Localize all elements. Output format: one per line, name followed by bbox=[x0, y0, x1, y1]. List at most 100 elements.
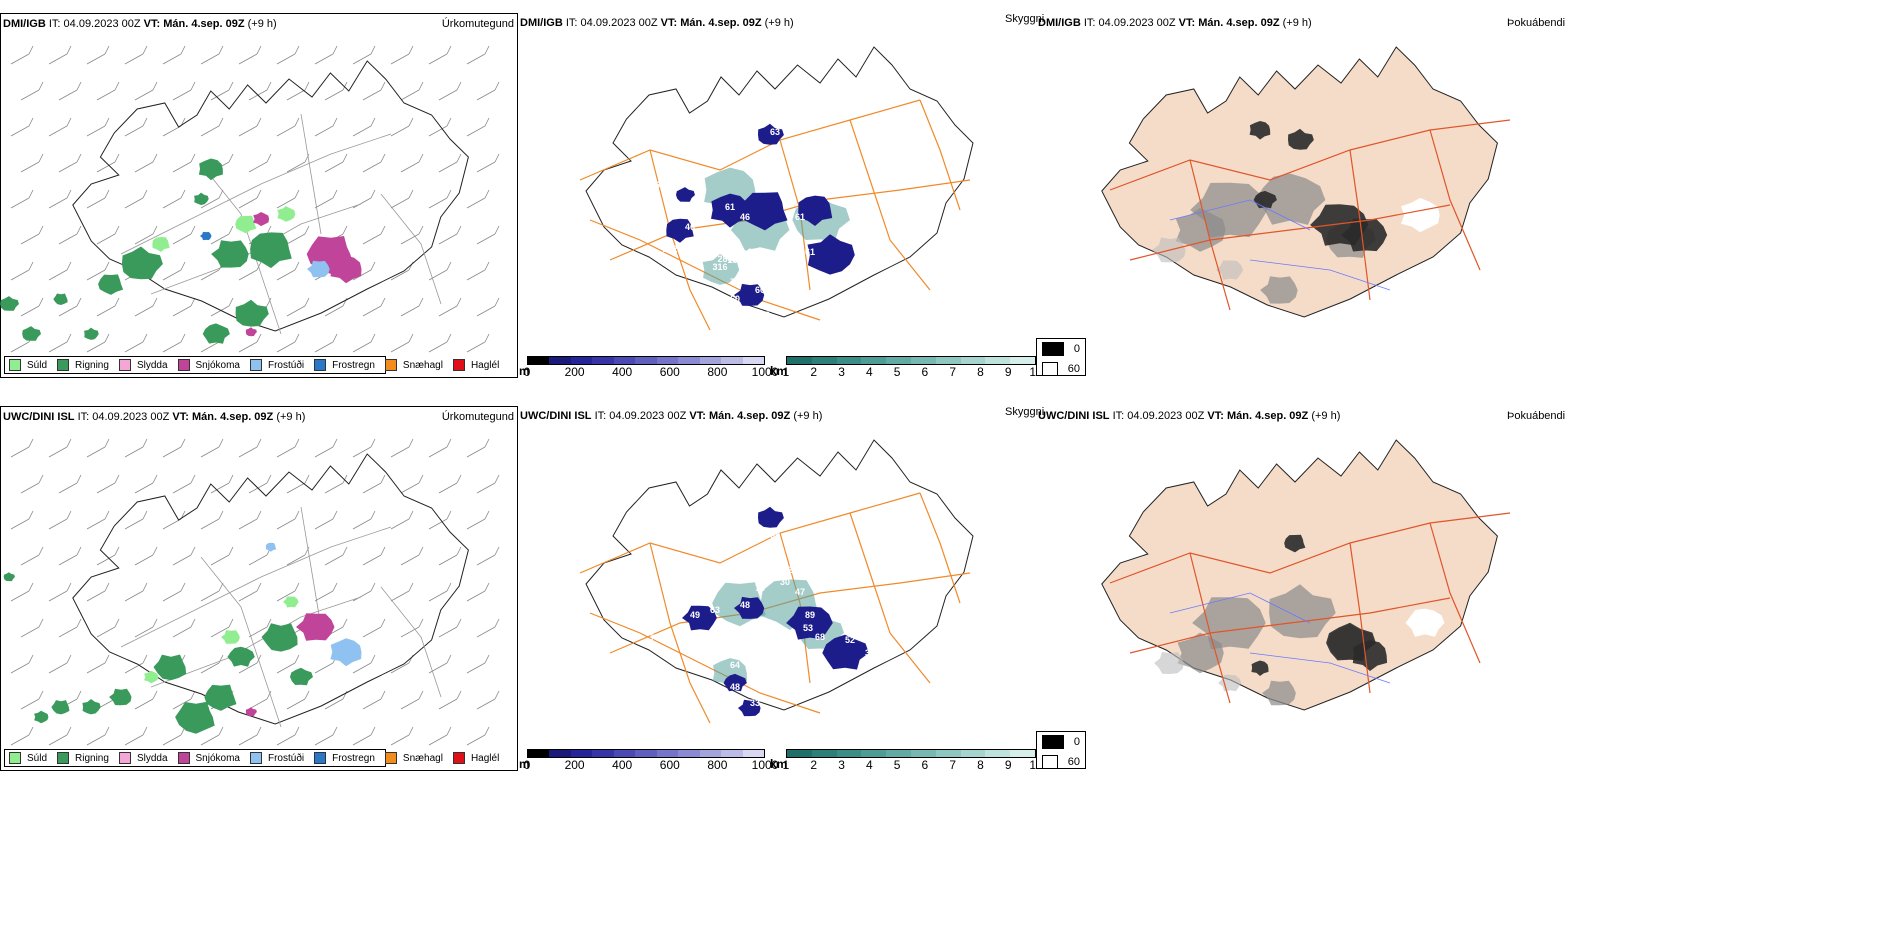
visibility-value-label: 60 bbox=[755, 285, 765, 295]
visibility-value-label: 195 bbox=[692, 238, 707, 248]
visibility-value-label: 09 bbox=[695, 147, 705, 157]
visibility-value-label: 61 bbox=[805, 247, 815, 257]
visibility-value-label: 45 bbox=[715, 227, 725, 237]
legend-item: Súld bbox=[9, 359, 47, 371]
legend-swatch bbox=[57, 359, 70, 371]
visibility-value-label: 280 bbox=[717, 254, 732, 264]
visibility-value-label: 36 bbox=[865, 648, 875, 658]
legend-label: Snjókoma bbox=[195, 752, 240, 764]
visibility-value-label: 87 bbox=[730, 640, 740, 650]
visibility-value-label: 47 bbox=[855, 272, 865, 282]
legend-item: Slydda bbox=[118, 359, 168, 371]
visibility-value-label: 20 bbox=[710, 583, 720, 593]
legend-label: Slydda bbox=[136, 752, 168, 764]
legend-label: Haglél bbox=[470, 359, 500, 371]
legend-item: Frostregn bbox=[314, 359, 375, 371]
legend-item: Snæhagl bbox=[384, 359, 443, 371]
legend-swatch bbox=[118, 359, 131, 371]
colorbar-tick-label: 400 bbox=[612, 758, 633, 772]
panel-type-label: Skyggni bbox=[1005, 13, 1045, 25]
legend-label: Súld bbox=[27, 359, 48, 371]
legend-label: Snæhagl bbox=[402, 359, 443, 371]
colorbar-tick-label: 0 bbox=[523, 758, 531, 772]
colorbar-tick-label: 600 bbox=[659, 758, 680, 772]
panel-title: DMI/IGB IT: 04.09.2023 00Z VT: Mán. 4.se… bbox=[3, 18, 277, 30]
unit-m: m bbox=[519, 757, 530, 771]
legend-label: Snjókoma bbox=[195, 359, 240, 371]
visibility-value-label: 68 bbox=[815, 632, 825, 642]
colorbar-tick-label: 7 bbox=[949, 365, 956, 379]
visibility-value-label: 54 bbox=[755, 180, 765, 190]
legend-item: Snjókoma bbox=[177, 752, 240, 764]
colorbar-tick-label: 9 bbox=[1004, 365, 1012, 379]
legend-label: Snæhagl bbox=[402, 752, 443, 764]
legend-item: Haglél bbox=[452, 359, 500, 371]
colorbar-tick-label: 5 bbox=[893, 758, 901, 772]
visibility-value-label: 52 bbox=[845, 635, 855, 645]
panel-type-label: Úrkomutegund bbox=[441, 18, 514, 30]
colorbar-tick-label: 800 bbox=[707, 365, 728, 379]
visibility-value-label: 60 bbox=[730, 294, 740, 304]
visibility-value-label: 63 bbox=[710, 605, 720, 615]
legend-item: Haglél bbox=[452, 752, 500, 764]
colorbar-tick-label: 8 bbox=[977, 365, 984, 379]
visibility-value-label: 36 bbox=[730, 308, 740, 318]
colorbar-tick-label: 4 bbox=[865, 758, 873, 772]
panel-type-label: Þokuábendi bbox=[1507, 410, 1566, 422]
colorbar-tick-label: 1000 bbox=[751, 365, 779, 379]
visibility-value-label: 122 bbox=[662, 244, 677, 254]
precip-legend: Súld Rigning Slydda Snjókoma Frostúði Frostre… bbox=[4, 749, 499, 767]
colorbar-tick-label: 200 bbox=[564, 365, 585, 379]
visibility-value-label: 53 bbox=[803, 623, 813, 633]
visibility-value-label: 49 bbox=[690, 610, 700, 620]
fog-map-graphic bbox=[1101, 439, 1511, 711]
visibility-value-label: 75 bbox=[755, 583, 765, 593]
legend-swatch bbox=[384, 359, 397, 371]
colorbar-tick-label: 5 bbox=[893, 365, 901, 379]
legend-item: Súld bbox=[9, 752, 47, 764]
legend-label: Frostregn bbox=[332, 359, 375, 371]
legend-swatch bbox=[314, 752, 327, 764]
visibility-value-label: 225 bbox=[787, 565, 802, 575]
colorbar-tick-label: 3 bbox=[838, 758, 845, 772]
legend-label: Slydda bbox=[136, 359, 168, 371]
visibility-value-label: 33 bbox=[750, 698, 760, 708]
legend-label: Haglél bbox=[470, 752, 500, 764]
colorbar-tick-label: 3 bbox=[838, 365, 845, 379]
visibility-value-label: 61 bbox=[725, 202, 735, 212]
unit-km: km bbox=[770, 757, 788, 771]
colorbar-tick-label: 6 bbox=[921, 758, 929, 772]
colorbar-tick-label: 4 bbox=[865, 365, 873, 379]
visibility-value-label: 45 bbox=[695, 218, 705, 228]
legend-swatch bbox=[249, 752, 262, 764]
legend-item: Rigning bbox=[57, 359, 109, 371]
legend-label: Frostúði bbox=[267, 752, 305, 764]
unit-m: m bbox=[519, 364, 530, 378]
visibility-value-label: 61 bbox=[795, 212, 805, 222]
fog-scale-legend: 0 60 bbox=[1036, 731, 1086, 769]
colorbar-tick-label: 1 bbox=[782, 758, 790, 772]
legend-swatch bbox=[384, 752, 397, 764]
visibility-value-label: 70 bbox=[650, 633, 660, 643]
fog-scale-legend: 0 60 bbox=[1036, 338, 1086, 376]
visibility-value-label: 63 bbox=[770, 127, 780, 137]
visibility-value-label: 47 bbox=[795, 587, 805, 597]
visibility-value-label: 89 bbox=[805, 610, 815, 620]
legend-item: Frostregn bbox=[314, 752, 375, 764]
colorbar-tick-label: 200 bbox=[564, 758, 585, 772]
visibility-value-label: 30 bbox=[780, 577, 790, 587]
legend-swatch bbox=[177, 359, 190, 371]
legend-item: Slydda bbox=[118, 752, 168, 764]
colorbar-tick-label: 1000 bbox=[751, 758, 779, 772]
visibility-value-label: 30 bbox=[760, 310, 770, 320]
visibility-value-label: 63 bbox=[765, 147, 775, 157]
legend-swatch bbox=[9, 752, 21, 764]
legend-swatch bbox=[57, 752, 70, 764]
colorbar-tick-label: 2 bbox=[810, 365, 818, 379]
colorbar-tick-label: 1 bbox=[782, 365, 790, 379]
legend-swatch bbox=[249, 359, 262, 371]
legend-label: Rigning bbox=[75, 359, 109, 371]
panel-type-label: Úrkomutegund bbox=[441, 411, 514, 423]
